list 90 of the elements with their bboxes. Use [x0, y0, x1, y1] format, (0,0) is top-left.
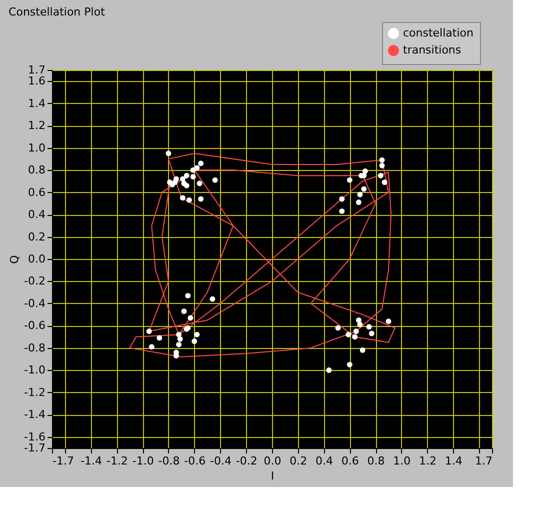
point: [353, 328, 359, 334]
point: [386, 318, 392, 324]
y-tick-label: -0.4: [24, 296, 46, 310]
point: [366, 324, 372, 330]
point: [176, 342, 182, 348]
point: [190, 167, 196, 173]
point: [212, 177, 218, 183]
point: [356, 200, 362, 206]
point: [357, 322, 363, 328]
chart-title: Constellation Plot: [8, 6, 106, 18]
point: [192, 338, 198, 344]
point: [198, 160, 204, 166]
point: [378, 172, 384, 178]
point: [361, 186, 367, 192]
y-tick-label: -1.6: [24, 430, 46, 444]
point: [362, 168, 368, 174]
point: [346, 362, 352, 368]
y-tick-label: -1.7: [24, 442, 46, 454]
point: [166, 150, 172, 156]
x-tick-label: 0.0: [264, 454, 282, 468]
point: [186, 197, 192, 203]
y-tick-label: 0.4: [28, 208, 46, 222]
legend-label: transitions: [403, 44, 462, 56]
x-tick-label: 1.7: [475, 454, 492, 468]
x-tick-label: -0.4: [210, 454, 232, 468]
y-tick-label: -0.8: [24, 341, 46, 354]
point: [198, 196, 204, 202]
point: [335, 325, 341, 331]
point: [326, 367, 332, 373]
point: [194, 332, 200, 338]
y-tick-label: 1.4: [28, 96, 46, 110]
y-tick-label: 0.0: [28, 252, 46, 266]
x-axis-title: I: [270, 470, 274, 482]
x-tick-label: -0.2: [236, 454, 258, 468]
point: [382, 180, 388, 186]
point: [190, 174, 196, 180]
point: [156, 335, 162, 341]
point: [379, 162, 385, 168]
x-tick-label: 0.4: [316, 454, 334, 468]
x-tick-label: -1.4: [80, 454, 102, 468]
x-tick-label: 1.2: [419, 454, 437, 468]
y-tick-label: 1.6: [28, 74, 46, 88]
legend-label: constellation: [403, 26, 474, 40]
point: [148, 344, 154, 350]
point: [146, 328, 152, 334]
point: [181, 308, 187, 314]
y-tick-label: 0.6: [28, 186, 46, 199]
y-tick-label: 0.2: [28, 230, 46, 244]
x-tick-label: 1.4: [444, 454, 462, 468]
point: [180, 195, 186, 201]
point: [346, 332, 352, 338]
point: [360, 347, 366, 353]
x-tick-label: -0.6: [184, 454, 206, 468]
y-tick-label: 1.7: [28, 64, 46, 76]
x-tick-label: 1.0: [393, 454, 411, 468]
point: [352, 334, 358, 340]
line-series: [129, 152, 396, 358]
point: [357, 192, 363, 198]
y-tick-label: -1.2: [24, 386, 46, 399]
x-tick-label: -0.8: [158, 454, 180, 468]
y-tick-label: 1.2: [28, 119, 46, 132]
y-tick-label: -0.6: [24, 319, 46, 332]
y-tick-label: -0.2: [24, 274, 46, 288]
point: [177, 336, 183, 342]
y-tick-label: -1.4: [24, 408, 46, 422]
point: [379, 157, 385, 163]
x-tick-label: 0.6: [341, 454, 359, 468]
y-axis-title: Q: [8, 254, 22, 264]
point: [356, 317, 362, 323]
point: [185, 292, 191, 298]
x-tick-label: 0.8: [367, 454, 385, 468]
point: [188, 315, 194, 321]
point: [170, 182, 176, 188]
point: [176, 332, 182, 338]
point: [184, 172, 190, 178]
x-tick-label: -1.0: [132, 454, 154, 468]
point: [196, 180, 202, 186]
point: [210, 296, 216, 302]
y-tick-label: 1.0: [28, 141, 46, 154]
x-tick-label: -1.2: [106, 454, 128, 468]
point: [339, 208, 345, 214]
point: [184, 182, 190, 188]
point: [180, 176, 186, 182]
x-tick-label: 0.2: [290, 454, 308, 468]
y-tick-label: 0.8: [28, 164, 46, 177]
point: [339, 196, 345, 202]
point: [346, 177, 352, 183]
x-tick-label: -1.7: [52, 454, 74, 468]
y-tick-label: -1.0: [24, 364, 46, 377]
point: [368, 330, 374, 336]
